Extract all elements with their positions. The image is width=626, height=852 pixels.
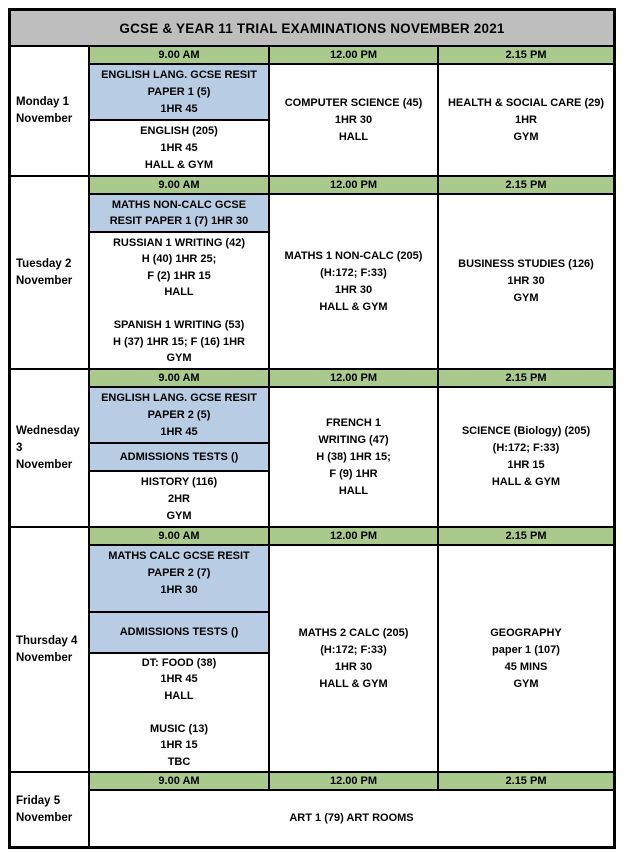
exam-cell-resit: ENGLISH LANG. GCSE RESIT PAPER 2 (5) 1HR…	[90, 388, 268, 442]
exam-cell-resit: MATHS CALC GCSE RESIT PAPER 2 (7) 1HR 30	[90, 546, 268, 612]
day-section-tuesday: Tuesday 2 November 9.00 AM 12.00 PM 2.15…	[11, 177, 613, 368]
day-label: Monday 1 November	[11, 47, 88, 175]
time-header-215pm: 2.15 PM	[439, 47, 613, 63]
time-header-9am: 9.00 AM	[90, 47, 268, 63]
exam-cell: GEOGRAPHY paper 1 (107) 45 MINS GYM	[439, 546, 613, 771]
day-section-thursday: Thursday 4 November 9.00 AM 12.00 PM 2.1…	[11, 528, 613, 771]
day-label: Wednesday 3 November	[11, 370, 88, 526]
exam-cell: SCIENCE (Biology) (205) (H:172; F:33) 1H…	[439, 388, 613, 526]
morning-column: ENGLISH LANG. GCSE RESIT PAPER 2 (5) 1HR…	[90, 388, 268, 526]
exam-cell: DT: FOOD (38) 1HR 45 HALL MUSIC (13) 1HR…	[90, 653, 268, 771]
exam-cell: MATHS 2 CALC (205) (H:172; F:33) 1HR 30 …	[270, 546, 437, 771]
day-section-wednesday: Wednesday 3 November 9.00 AM 12.00 PM 2.…	[11, 370, 613, 526]
time-header-9am: 9.00 AM	[90, 177, 268, 193]
exam-cell: ENGLISH (205) 1HR 45 HALL & GYM	[90, 121, 268, 175]
exam-cell: FRENCH 1 WRITING (47) H (38) 1HR 15; F (…	[270, 388, 437, 526]
day-section-monday: Monday 1 November 9.00 AM 12.00 PM 2.15 …	[11, 47, 613, 175]
time-header-9am: 9.00 AM	[90, 528, 268, 544]
exam-cell-resit: ENGLISH LANG. GCSE RESIT PAPER 1 (5) 1HR…	[90, 65, 268, 119]
time-header-215pm: 2.15 PM	[439, 773, 613, 789]
morning-column: ENGLISH LANG. GCSE RESIT PAPER 1 (5) 1HR…	[90, 65, 268, 175]
time-header-9am: 9.00 AM	[90, 370, 268, 386]
exam-cell: BUSINESS STUDIES (126) 1HR 30 GYM	[439, 195, 613, 368]
exam-cell: HEALTH & SOCIAL CARE (29) 1HR GYM	[439, 65, 613, 175]
exam-cell: HISTORY (116) 2HR GYM	[90, 472, 268, 526]
exam-cell-art-merged: ART 1 (79) ART ROOMS	[90, 791, 613, 846]
day-label: Tuesday 2 November	[11, 177, 88, 368]
exam-cell: MATHS 1 NON-CALC (205) (H:172; F:33) 1HR…	[270, 195, 437, 368]
time-header-215pm: 2.15 PM	[439, 528, 613, 544]
time-header-215pm: 2.15 PM	[439, 177, 613, 193]
morning-column: MATHS NON-CALC GCSE RESIT PAPER 1 (7) 1H…	[90, 195, 268, 368]
exam-cell-admissions: ADMISSIONS TESTS ()	[90, 613, 268, 652]
time-header-12pm: 12.00 PM	[270, 370, 437, 386]
time-header-12pm: 12.00 PM	[270, 177, 437, 193]
time-header-215pm: 2.15 PM	[439, 370, 613, 386]
exam-cell: RUSSIAN 1 WRITING (42) H (40) 1HR 25; F …	[90, 233, 268, 368]
day-section-friday: Friday 5 November 9.00 AM 12.00 PM 2.15 …	[11, 773, 613, 846]
morning-column: MATHS CALC GCSE RESIT PAPER 2 (7) 1HR 30…	[90, 546, 268, 771]
time-header-9am: 9.00 AM	[90, 773, 268, 789]
time-header-12pm: 12.00 PM	[270, 773, 437, 789]
exam-cell-admissions: ADMISSIONS TESTS ()	[90, 444, 268, 470]
exam-cell-resit: MATHS NON-CALC GCSE RESIT PAPER 1 (7) 1H…	[90, 195, 268, 231]
day-label: Thursday 4 November	[11, 528, 88, 771]
time-header-12pm: 12.00 PM	[270, 47, 437, 63]
exam-cell: COMPUTER SCIENCE (45) 1HR 30 HALL	[270, 65, 437, 175]
time-header-12pm: 12.00 PM	[270, 528, 437, 544]
day-label: Friday 5 November	[11, 773, 88, 846]
exam-timetable: GCSE & YEAR 11 TRIAL EXAMINATIONS NOVEMB…	[8, 8, 616, 849]
page-title: GCSE & YEAR 11 TRIAL EXAMINATIONS NOVEMB…	[11, 11, 613, 45]
